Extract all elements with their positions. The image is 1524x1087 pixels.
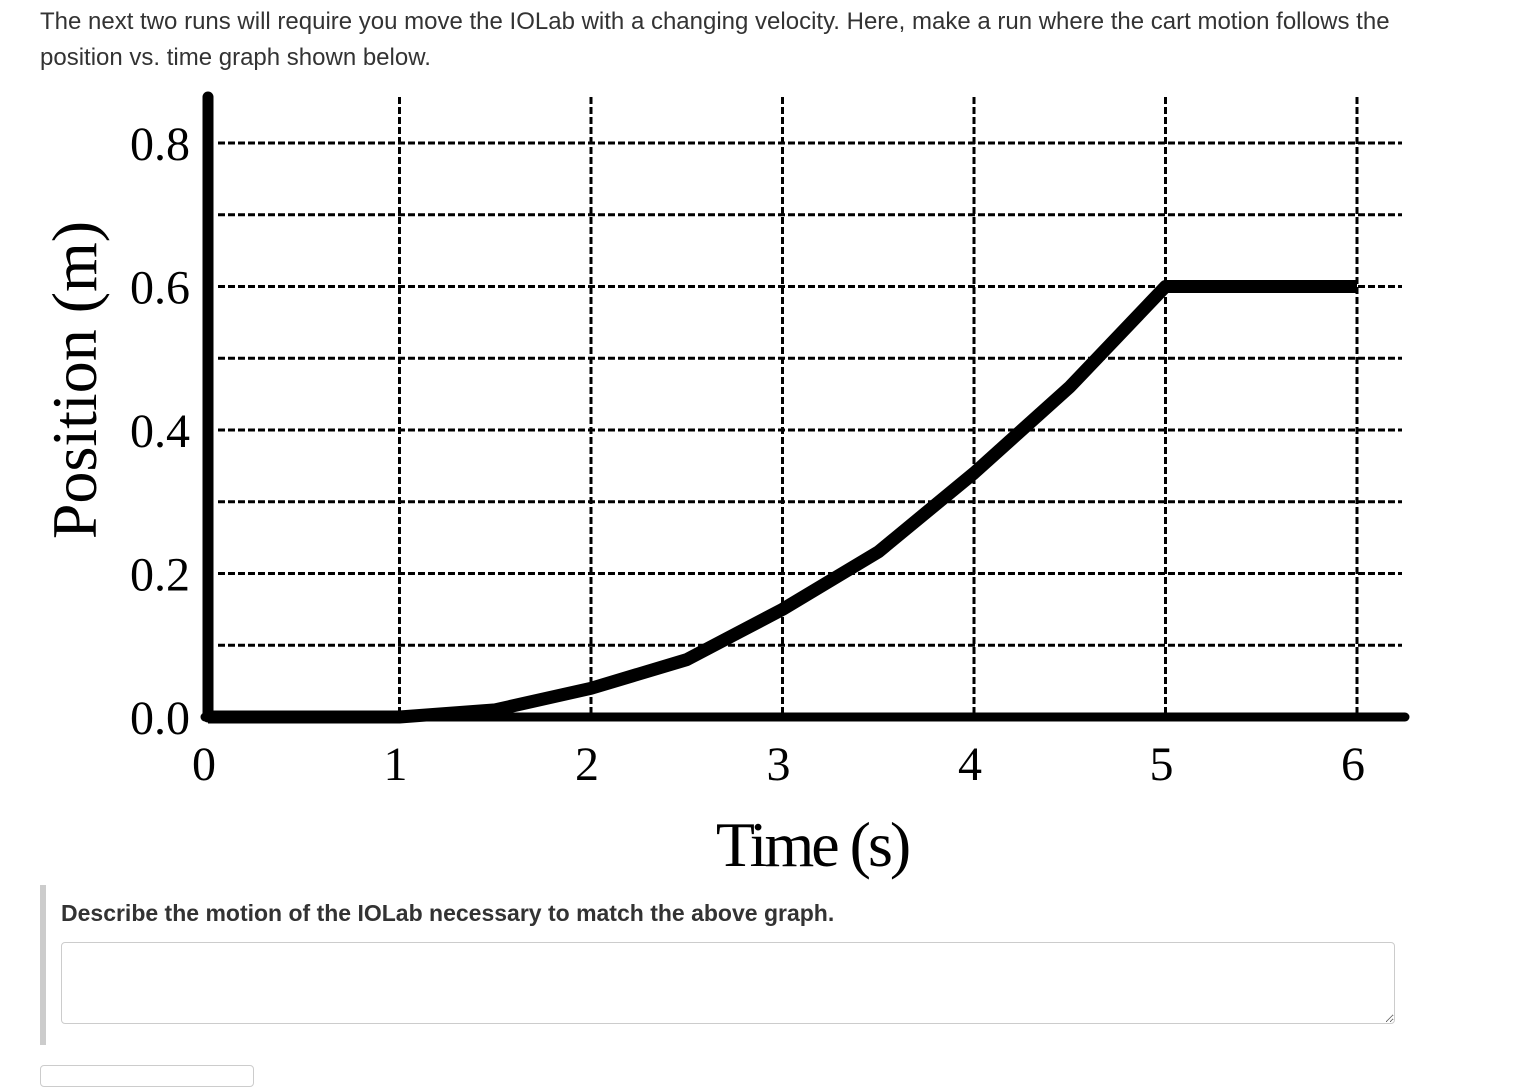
x-tick-label: 1: [384, 738, 408, 791]
x-tick-label: 2: [575, 738, 599, 791]
x-tick-label: 0: [192, 738, 216, 791]
x-tick-label: 4: [958, 738, 982, 791]
question-text: Describe the motion of the IOLab necessa…: [61, 900, 835, 926]
y-tick-label: 0.6: [130, 262, 190, 315]
x-tick-label: 3: [767, 738, 791, 791]
y-tick-label: 0.8: [130, 118, 190, 171]
data-line: [208, 280, 1357, 724]
x-tick-label: 5: [1150, 738, 1174, 791]
y-axis-title: Position (m): [39, 221, 110, 539]
intro-text: The next two runs will require you move …: [40, 8, 1390, 71]
y-tick-label: 0.0: [130, 692, 190, 745]
question-block: Describe the motion of the IOLab necessa…: [40, 885, 1416, 1045]
button[interactable]: [40, 1065, 254, 1087]
y-tick-label: 0.4: [130, 405, 190, 458]
x-tick-label: 6: [1341, 738, 1365, 791]
chart: 0.0 0.2 0.4 0.6 0.8 0 1 2 3 4 5 6 Time (s) Position (…: [39, 91, 1410, 880]
y-tick-label: 0.2: [130, 549, 190, 602]
answer-box[interactable]: [61, 942, 1395, 1024]
x-axis-title: Time (s): [716, 809, 909, 880]
